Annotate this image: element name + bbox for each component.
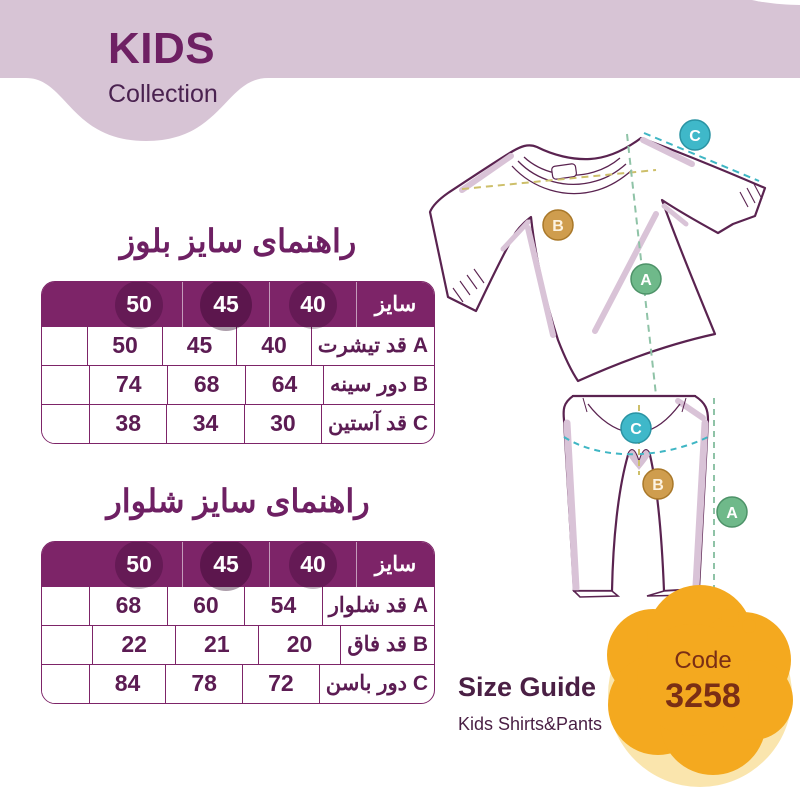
svg-text:3258: 3258 [665,677,741,715]
svg-text:Code: Code [674,647,731,674]
